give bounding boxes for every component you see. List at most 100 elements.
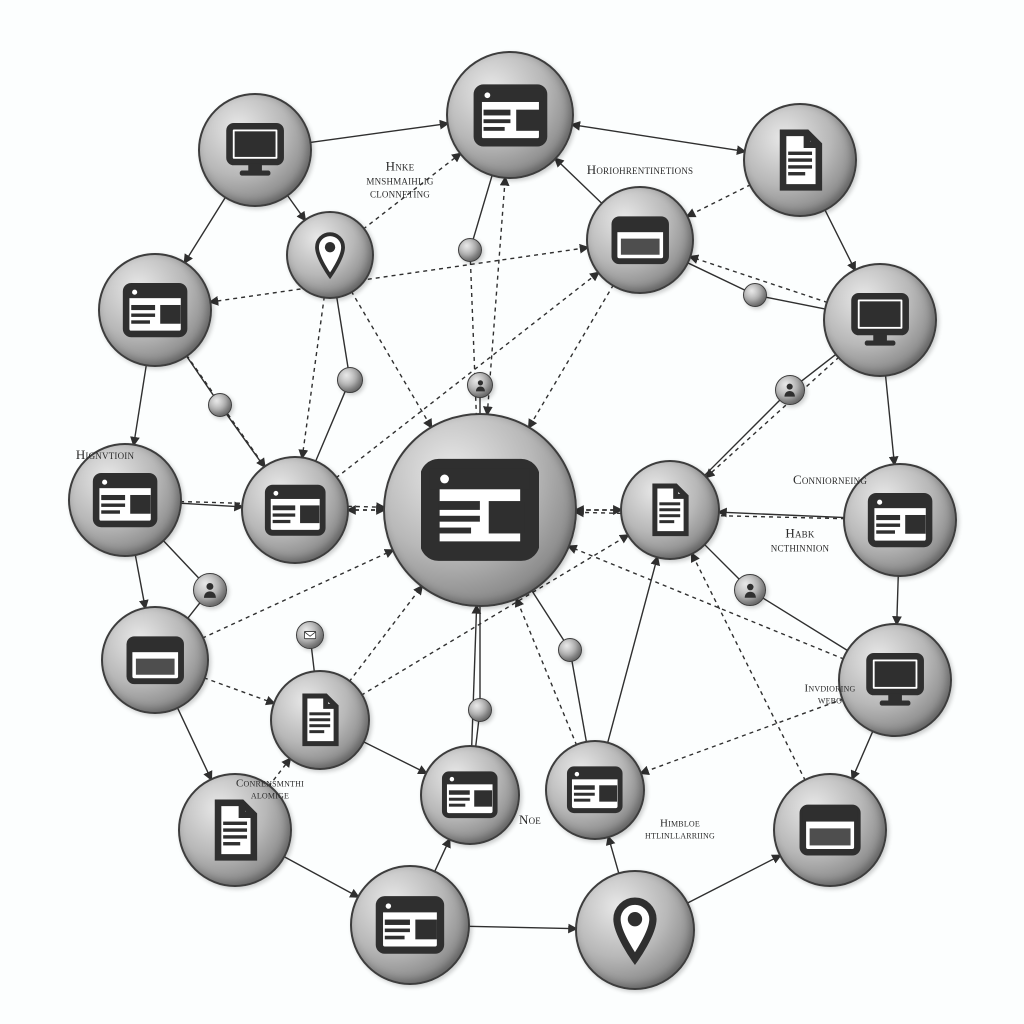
- webpage-icon: [472, 77, 549, 154]
- network-diagram: Hnke mnshmaihlig clonneting Horiohrentine…: [0, 0, 1024, 1024]
- node-s5: [296, 621, 324, 649]
- webpage-icon: [421, 451, 539, 569]
- node-bot-cl: [350, 865, 470, 985]
- edge: [706, 357, 840, 478]
- node-top-right: [743, 103, 857, 217]
- node-left-upper: [98, 253, 212, 367]
- edge: [180, 503, 243, 507]
- node-inner-br: [545, 740, 645, 840]
- edge: [349, 586, 422, 682]
- person-icon: [473, 378, 488, 393]
- edge: [351, 291, 432, 428]
- edge: [687, 185, 751, 217]
- pin-icon: [304, 229, 356, 281]
- edge: [801, 354, 837, 382]
- edge: [704, 400, 780, 476]
- edge: [287, 195, 306, 221]
- edge: [568, 546, 844, 659]
- node-right-upper: [823, 263, 937, 377]
- pin-icon: [599, 894, 671, 966]
- node-s3: [743, 283, 767, 307]
- edge: [363, 741, 427, 773]
- node-ring-tl: [286, 211, 374, 299]
- node-s2: [208, 393, 232, 417]
- edge: [472, 605, 477, 747]
- edge: [572, 661, 587, 743]
- webpage-icon: [440, 765, 500, 825]
- edge: [897, 575, 899, 625]
- edge: [135, 554, 145, 609]
- edge: [209, 247, 588, 302]
- edge: [177, 707, 211, 780]
- node-bot-left: [178, 773, 292, 887]
- browser-icon: [608, 208, 672, 272]
- monitor-icon: [221, 116, 289, 184]
- node-s9: [337, 367, 363, 393]
- edge: [337, 296, 348, 368]
- edge: [134, 364, 147, 445]
- edge: [608, 836, 619, 874]
- node-center: [383, 413, 577, 607]
- edge: [531, 590, 564, 641]
- node-left-mid: [68, 443, 182, 557]
- node-s7: [734, 574, 766, 606]
- person-icon: [200, 580, 220, 600]
- edge: [476, 721, 479, 747]
- monitor-icon: [861, 646, 929, 714]
- node-left-lower: [101, 606, 209, 714]
- node-inner-bl: [270, 670, 370, 770]
- diagram-label: Himbloe htlinllarriing: [645, 818, 715, 841]
- webpage-icon: [121, 276, 189, 344]
- document-icon: [640, 480, 700, 540]
- browser-icon: [123, 628, 187, 692]
- webpage-icon: [866, 486, 934, 554]
- browser-icon: [796, 796, 864, 864]
- node-s1: [458, 238, 482, 262]
- node-inner-bc: [420, 745, 520, 845]
- document-icon: [766, 126, 834, 194]
- document-icon: [290, 690, 350, 750]
- diagram-label: Horiohrentinetions: [587, 163, 693, 177]
- node-ring-tr: [586, 186, 694, 294]
- node-right-inner: [620, 460, 720, 560]
- edge: [555, 158, 603, 204]
- node-top: [446, 51, 574, 179]
- webpage-icon: [263, 478, 327, 542]
- edge: [516, 598, 577, 746]
- edge: [363, 153, 461, 229]
- node-left-inner: [241, 456, 349, 564]
- edge: [825, 209, 856, 271]
- document-icon: [201, 796, 269, 864]
- edge: [186, 355, 214, 396]
- edge: [687, 262, 745, 290]
- person-icon: [781, 381, 798, 398]
- edge: [852, 730, 873, 779]
- edge: [763, 598, 849, 651]
- edge: [226, 414, 264, 468]
- node-s10: [467, 372, 493, 398]
- diagram-label: Habk ncthinnion: [771, 526, 830, 553]
- edge: [309, 123, 448, 142]
- node-s8: [775, 375, 805, 405]
- edge: [184, 197, 226, 264]
- edge: [468, 926, 577, 928]
- edge: [766, 297, 826, 309]
- edge: [315, 391, 345, 462]
- edge: [473, 174, 492, 239]
- person-icon: [741, 581, 760, 600]
- edge: [269, 758, 291, 786]
- edge: [312, 648, 315, 672]
- edge: [302, 297, 324, 459]
- edge: [704, 544, 739, 579]
- node-top-left: [198, 93, 312, 207]
- node-right-mid: [843, 463, 957, 577]
- diagram-label: Hnke mnshmaihlig clonneting: [366, 160, 433, 201]
- node-s6: [468, 698, 492, 722]
- edge: [163, 540, 199, 578]
- mail-icon: [302, 627, 318, 643]
- node-right-lower: [838, 623, 952, 737]
- monitor-icon: [846, 286, 914, 354]
- edge: [640, 699, 843, 774]
- node-bot-cr: [575, 870, 695, 990]
- edge: [283, 856, 359, 897]
